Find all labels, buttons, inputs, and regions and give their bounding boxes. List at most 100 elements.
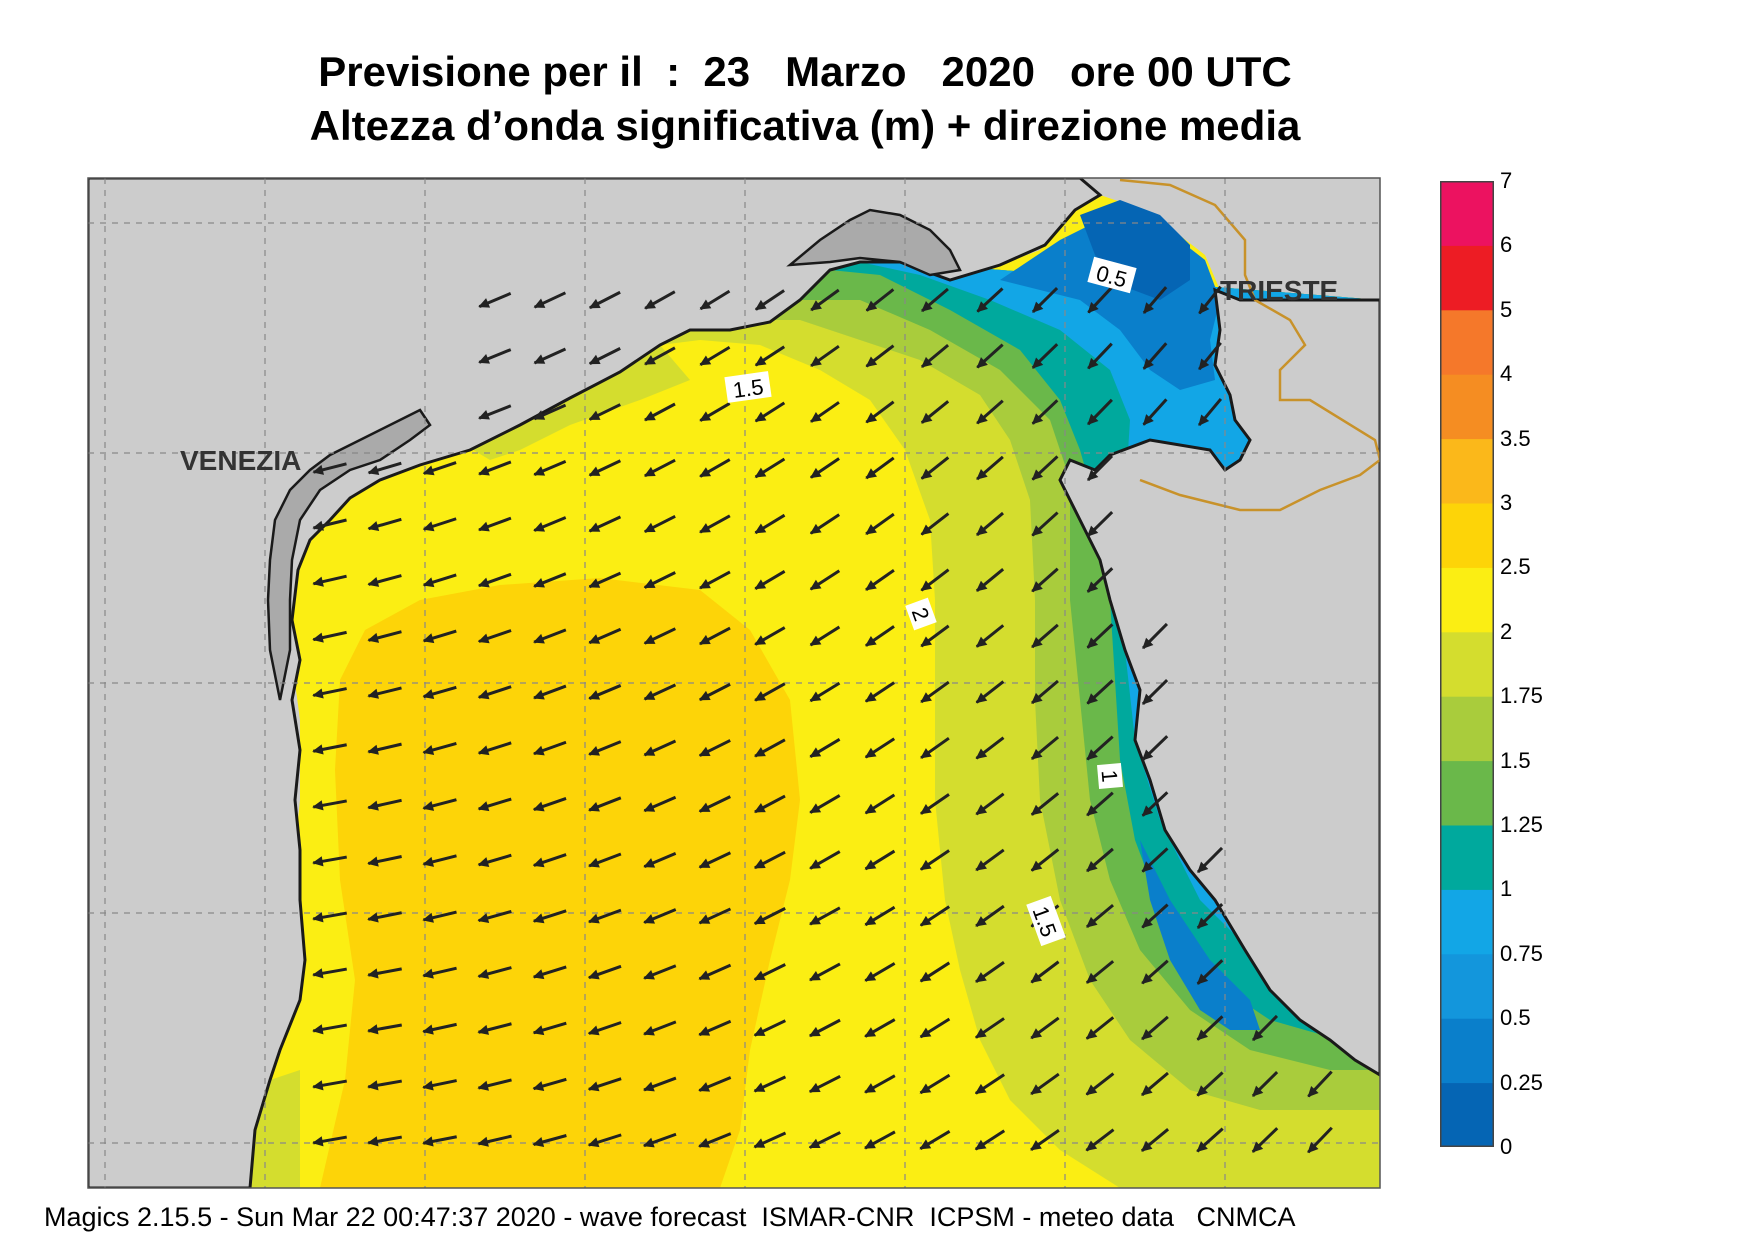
arrow-head [422, 745, 435, 755]
arrow-head [532, 689, 545, 700]
arrow-head [1196, 973, 1209, 985]
border-line [1119, 178, 1380, 512]
arrow-head [533, 354, 546, 364]
arrow-head [643, 522, 656, 533]
arrow-head [864, 691, 877, 703]
arrow-head [976, 357, 988, 369]
arrow-head [698, 690, 711, 701]
arrow-head [367, 1080, 379, 1091]
arrow-head [699, 579, 711, 589]
legend-level-label: 2 [1500, 618, 1513, 644]
arrow-head [1196, 1085, 1208, 1097]
arrow-head [587, 913, 600, 924]
arrow-head [864, 803, 877, 814]
arrow-head [532, 1137, 545, 1147]
arrow-head [532, 745, 545, 756]
arrow-head [1031, 581, 1043, 593]
legend-level-label: 7 [1500, 168, 1513, 193]
arrow-head [312, 520, 324, 531]
arrow-head [698, 802, 711, 812]
arrow-head [422, 689, 435, 700]
arrow-head [810, 356, 822, 367]
arrow-head [422, 968, 434, 979]
arrow-head [698, 1138, 710, 1148]
legend-level-label: 0.25 [1500, 1069, 1543, 1095]
arrow-head [532, 1025, 545, 1036]
wave-zone-2.5-3 [320, 578, 800, 1188]
city-label-trieste: TRIESTE [1220, 275, 1338, 306]
arrow-head [975, 860, 987, 871]
arrow-head [477, 521, 490, 532]
arrow-head [809, 635, 822, 646]
arrow-head [588, 801, 600, 812]
arrow-head [588, 522, 601, 532]
arrow-head [864, 1027, 877, 1038]
arrow-head [920, 468, 933, 480]
color-legend [1440, 181, 1494, 1147]
arrow-head [642, 1081, 655, 1092]
wave-zone-0.5-0.75-south [1140, 840, 1260, 1030]
arrow-head [975, 636, 988, 648]
arrow-head [1141, 1140, 1153, 1152]
arrow-head [974, 1139, 987, 1150]
arrow-head [312, 632, 324, 643]
arrow-head [1087, 413, 1099, 425]
arrow-head [312, 1136, 324, 1147]
arrow-head [367, 632, 380, 643]
arrow-head [1086, 860, 1098, 872]
arrow-head [532, 1081, 545, 1092]
arrow-head [754, 355, 767, 366]
legend-swatch [1440, 631, 1494, 697]
arrow-head [975, 692, 988, 704]
arrow-head [477, 1024, 490, 1035]
arrow-head [754, 691, 766, 701]
arrow-head [1030, 860, 1043, 872]
legend-level-label: 2.5 [1500, 554, 1531, 580]
arrow-head [809, 803, 822, 814]
arrow-head [1031, 413, 1044, 425]
arrow-head [643, 858, 656, 868]
arrow-head [699, 355, 712, 366]
wave-direction-arrows [312, 285, 1333, 1154]
arrow-head [1141, 749, 1154, 761]
legend-swatch [1440, 567, 1494, 633]
legend-level-label: 4 [1500, 361, 1513, 387]
arrow-head [1085, 1140, 1098, 1152]
arrow-head [532, 801, 545, 812]
arrow-head [698, 1082, 711, 1092]
arrow-head [1252, 1029, 1264, 1041]
arrow-head [754, 467, 767, 478]
arrow-head [422, 465, 435, 476]
arrow-head [1142, 693, 1154, 705]
arrow-head [312, 576, 324, 587]
legend-swatch [1440, 696, 1494, 762]
arrow-head [1031, 748, 1043, 760]
wave-zone-1.75-2-north [470, 345, 690, 460]
arrow-head [864, 1139, 876, 1149]
arrow-head [754, 523, 767, 534]
arrow-head [865, 468, 878, 479]
arrow-head [1031, 525, 1043, 537]
arrow-head [808, 1082, 821, 1093]
arrow-head [643, 634, 656, 644]
arrow-head [975, 804, 988, 815]
arrow-head [809, 579, 822, 590]
arrow-head [865, 300, 878, 312]
arrow-head [753, 858, 766, 869]
arrow-head [643, 410, 656, 421]
arrow-head [975, 580, 988, 592]
arrow-head [587, 1081, 600, 1092]
arrow-head [1142, 358, 1154, 370]
arrow-head [1307, 1141, 1319, 1154]
arrow-head [367, 800, 379, 811]
contour-label-1: 1 [1097, 762, 1124, 790]
arrow-head [920, 636, 933, 647]
arrow-head [588, 354, 601, 365]
arrow-head [644, 299, 656, 309]
arrow-head [533, 466, 546, 476]
arrow-head [477, 968, 490, 979]
arrow-head [643, 690, 656, 700]
arrow-head [477, 913, 490, 923]
arrow-head [1085, 1028, 1098, 1040]
